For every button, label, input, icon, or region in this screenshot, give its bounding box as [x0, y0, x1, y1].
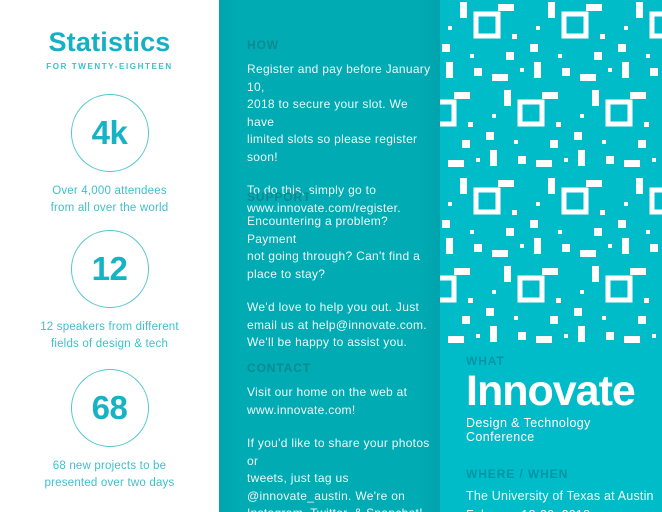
event-dates: February 18-20, 2018	[466, 508, 656, 512]
section-paragraph: Visit our home on the web at www.innovat…	[247, 385, 408, 417]
stat-value: 12	[91, 250, 128, 287]
where-when-label: WHERE / WHEN	[466, 467, 569, 481]
stat-description: 12 speakers from different fields of des…	[40, 321, 179, 350]
section-paragraph: If you'd like to share your photos or tw…	[247, 436, 430, 512]
stat-speakers: 12 12 speakers from different fields of …	[0, 230, 219, 353]
section-paragraph: To do this, simply go to www.innovate.co…	[247, 183, 401, 215]
stat-projects: 68 68 new projects to be presented over …	[0, 369, 219, 492]
event-venue: The University of Texas at Austin	[466, 489, 654, 503]
section-paragraph: We'd love to help you out. Just email us…	[247, 300, 427, 349]
stat-description: Over 4,000 attendees from all over the w…	[50, 185, 169, 214]
what-label: WHAT	[466, 354, 505, 368]
section-support: SUPPORT Encountering a problem? Payment …	[247, 190, 433, 352]
event-name: Innovate	[466, 367, 636, 415]
stat-circle: 12	[70, 230, 149, 308]
stat-circle: 4k	[70, 94, 149, 172]
section-paragraph: Encountering a problem? Payment not goin…	[247, 214, 421, 281]
section-heading: CONTACT	[247, 361, 312, 375]
info-panel: HOW Register and pay before January 10, …	[219, 0, 440, 512]
event-info: WHAT Innovate Design & Technology Confer…	[466, 354, 656, 512]
section-how: HOW Register and pay before January 10, …	[247, 38, 433, 217]
stat-description: 68 new projects to be presented over two…	[44, 460, 175, 489]
stat-circle: 68	[70, 369, 149, 447]
square-pattern	[440, 0, 662, 344]
event-tagline: Design & Technology Conference	[466, 416, 591, 444]
stat-value: 68	[91, 389, 128, 426]
statistics-panel: Statistics FOR TWENTY-EIGHTEEN 4k Over 4…	[0, 0, 219, 512]
page-title: Statistics	[48, 27, 171, 57]
page-subtitle: FOR TWENTY-EIGHTEEN	[46, 62, 173, 71]
section-heading: SUPPORT	[247, 190, 312, 204]
statistics-header: Statistics FOR TWENTY-EIGHTEEN	[0, 27, 219, 71]
section-heading: HOW	[247, 38, 280, 52]
section-contact: CONTACT Visit our home on the web at www…	[247, 361, 433, 512]
stat-value: 4k	[91, 114, 128, 151]
stat-attendees: 4k Over 4,000 attendees from all over th…	[0, 94, 219, 217]
section-paragraph: Register and pay before January 10, 2018…	[247, 62, 431, 164]
event-panel: WHAT Innovate Design & Technology Confer…	[440, 0, 662, 512]
